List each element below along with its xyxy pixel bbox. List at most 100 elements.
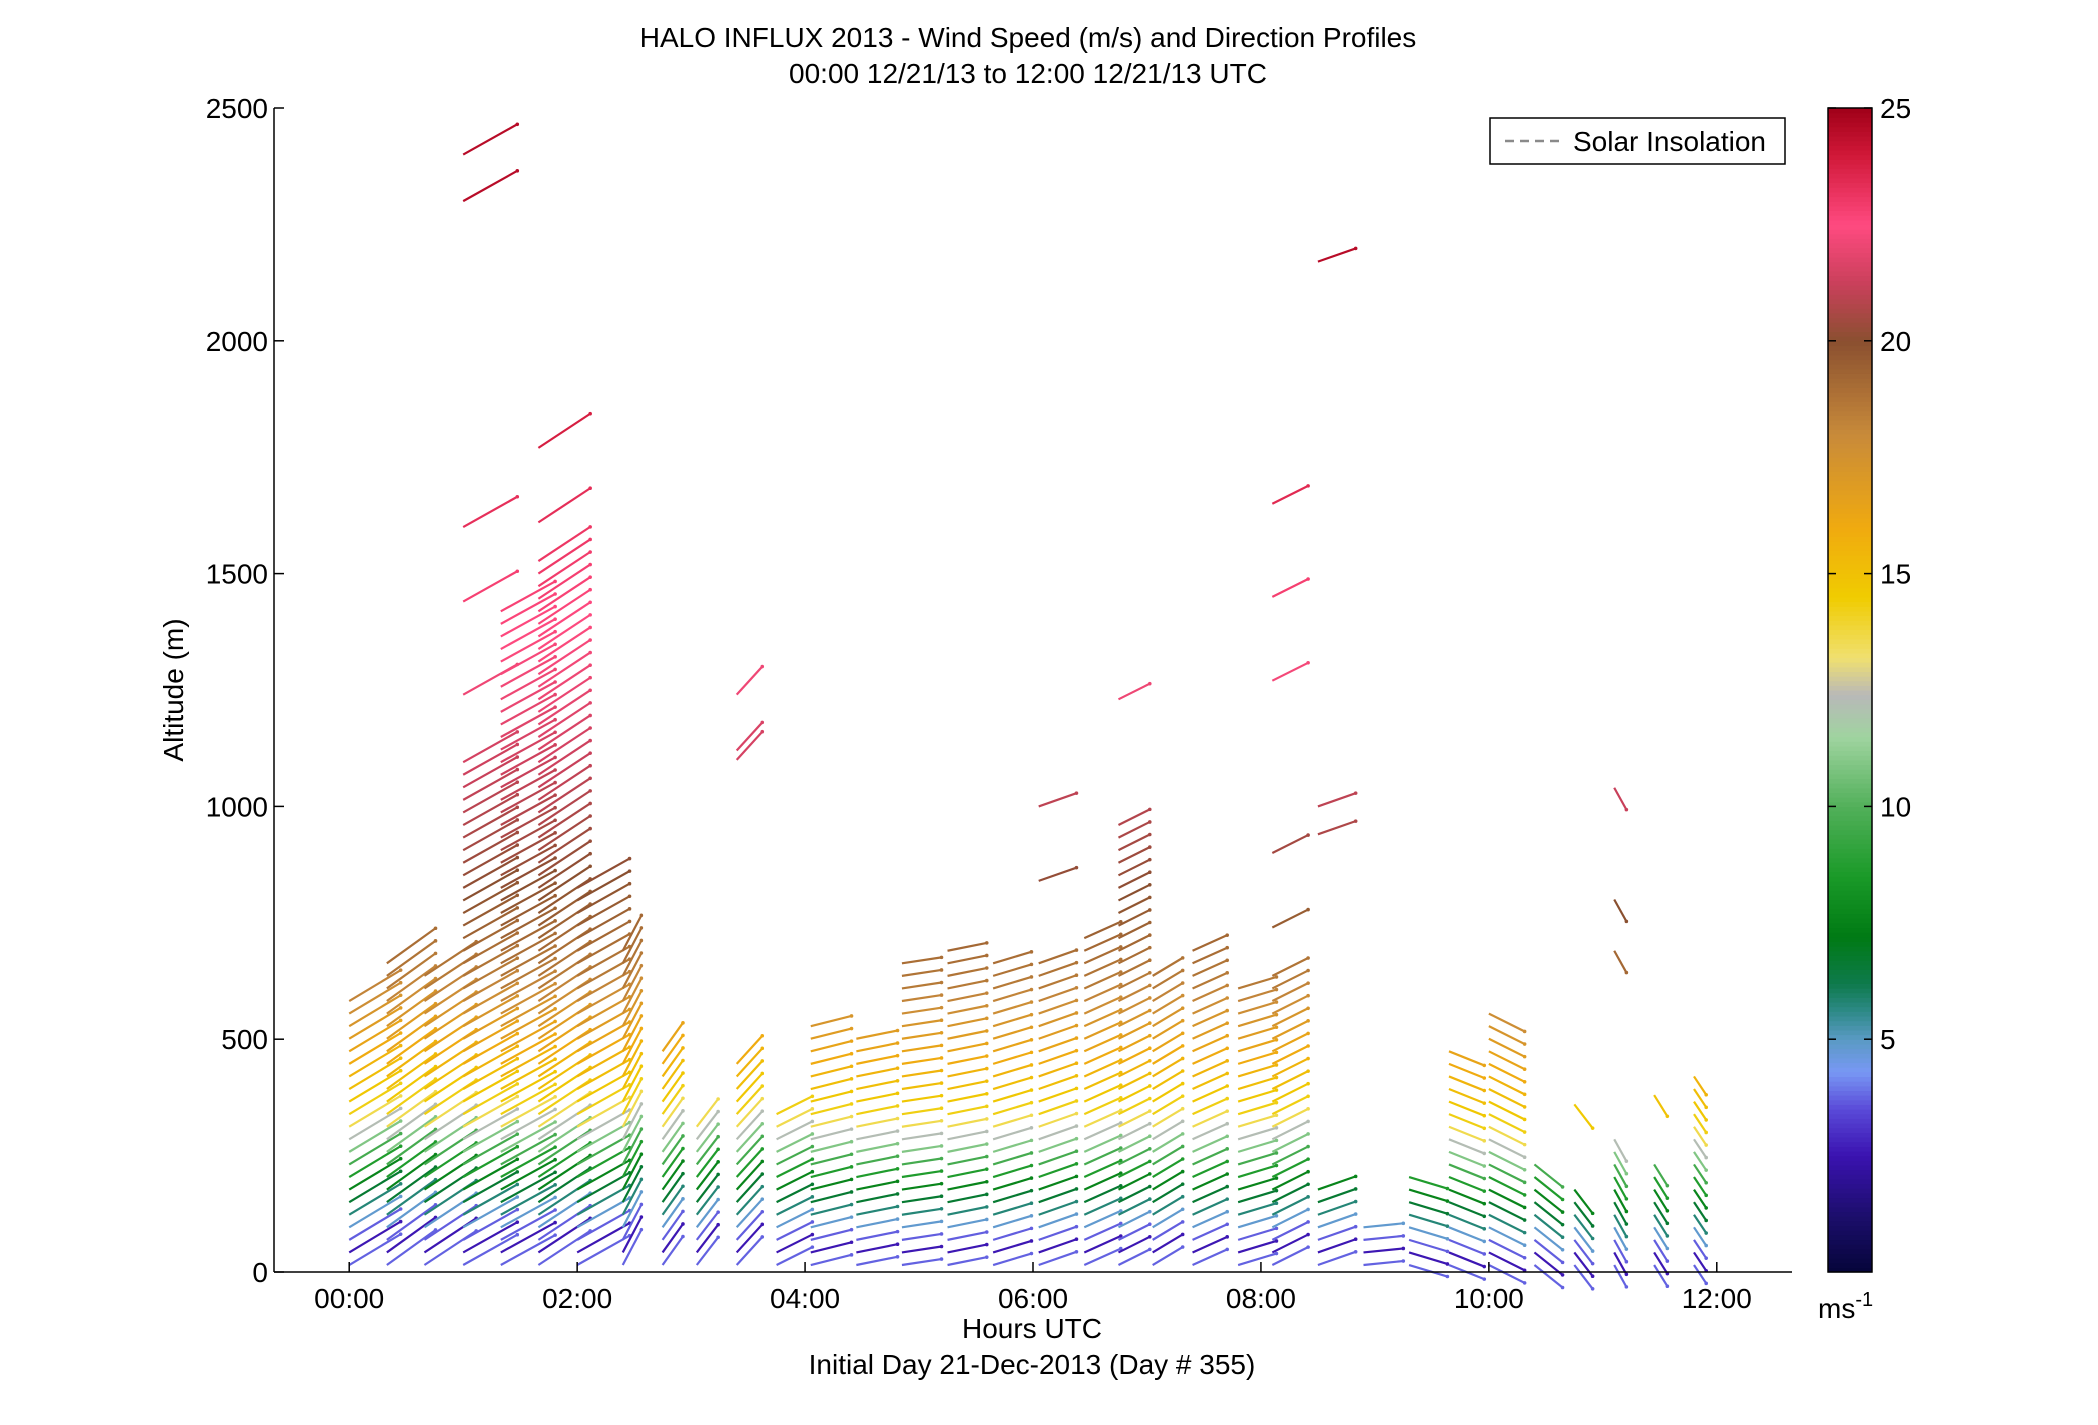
wind-barb: [500, 1146, 556, 1178]
colorbar-segment: [1828, 820, 1872, 826]
wind-barb-head: [1522, 1029, 1527, 1034]
wind-barb: [1693, 1113, 1708, 1134]
wind-barb-head: [681, 1197, 685, 1201]
wind-barb: [1237, 988, 1277, 1003]
wind-barb-head: [1665, 1246, 1670, 1251]
wind-barb-head: [553, 1032, 557, 1036]
wind-barb-head: [1522, 1155, 1527, 1159]
wind-barb-head: [939, 1219, 944, 1224]
wind-barb: [537, 714, 591, 751]
wind-barb-head: [515, 1220, 520, 1224]
colorbar-segment: [1828, 811, 1872, 817]
wind-barb: [776, 1107, 813, 1128]
wind-barb: [810, 1178, 852, 1191]
colorbar-segment: [1828, 852, 1872, 859]
wind-barb: [901, 993, 942, 1003]
wind-barb-head: [1147, 895, 1152, 900]
colorbar-segment: [1828, 121, 1872, 128]
wind-barb: [1083, 1184, 1122, 1204]
wind-barb-head: [1225, 1184, 1230, 1189]
wind-barb: [348, 1057, 402, 1090]
wind-barb: [947, 1180, 987, 1191]
wind-barb: [856, 1243, 898, 1254]
wind-barb: [947, 1029, 987, 1040]
wind-barb-head: [984, 1016, 989, 1021]
wind-barb-head: [1482, 1088, 1487, 1093]
wind-barb: [1038, 792, 1077, 808]
colorbar-segment: [1828, 592, 1872, 598]
wind-barb-head: [1522, 1054, 1527, 1059]
colorbar-segment: [1828, 936, 1872, 943]
wind-barb-head: [1147, 1033, 1152, 1038]
wind-barb: [1271, 982, 1309, 1003]
wind-barb-head: [1147, 1146, 1152, 1151]
colorbar-segment: [1828, 140, 1872, 146]
wind-barb: [500, 1133, 556, 1166]
wind-barb: [695, 1161, 720, 1191]
wind-barb: [1448, 1251, 1485, 1268]
wind-barb: [1083, 996, 1122, 1015]
wind-barb: [901, 1107, 942, 1116]
wind-barb-head: [1274, 975, 1279, 979]
wind-barb: [500, 718, 556, 751]
wind-barb-head: [1074, 1149, 1079, 1154]
wind-barb: [735, 1173, 764, 1203]
wind-barb-head: [1445, 1211, 1450, 1216]
wind-barb: [1152, 1095, 1184, 1116]
plot-background: [274, 108, 1792, 1272]
colorbar-segment: [1828, 750, 1872, 756]
colorbar-segment: [1828, 1095, 1872, 1101]
colorbar-segment: [1828, 112, 1872, 118]
wind-barb-head: [1522, 1042, 1527, 1046]
wind-barb: [1408, 1263, 1448, 1278]
colorbar-segment: [1828, 331, 1872, 337]
wind-barb: [386, 1090, 437, 1128]
wind-barb: [576, 1008, 631, 1040]
wind-barb: [1271, 1183, 1309, 1204]
colorbar-segment: [1828, 1141, 1872, 1147]
wind-barb-head: [1147, 1159, 1152, 1164]
wind-barb-head: [1118, 1246, 1123, 1251]
wind-barb-head: [1624, 1171, 1629, 1176]
wind-barb: [1237, 1252, 1277, 1267]
wind-barb-head: [1522, 1268, 1527, 1273]
wind-barb-head: [1029, 1012, 1034, 1017]
wind-barb: [1488, 1201, 1526, 1222]
colorbar-segment: [1828, 825, 1872, 831]
wind-barb-head: [849, 1089, 854, 1094]
wind-barb: [810, 1190, 852, 1204]
wind-barb: [695, 1186, 720, 1216]
wind-barb: [1192, 1147, 1228, 1166]
colorbar-segment: [1828, 424, 1872, 430]
wind-barb: [348, 1182, 402, 1216]
wind-barb: [1271, 1032, 1309, 1053]
wind-barb-head: [1074, 1124, 1079, 1128]
wind-barb: [1083, 1235, 1122, 1254]
wind-barb-head: [984, 1154, 989, 1159]
wind-barb-head: [1029, 962, 1034, 967]
wind-barb-head: [810, 1119, 815, 1124]
wind-barb: [695, 1198, 720, 1228]
wind-barb: [1117, 1223, 1151, 1241]
wind-barb-head: [810, 1220, 815, 1224]
colorbar-tick-label: 5: [1880, 1024, 1896, 1055]
wind-barb-head: [515, 956, 520, 960]
colorbar-segment: [1828, 461, 1872, 468]
wind-barb-head: [1590, 1249, 1595, 1253]
wind-barb: [462, 944, 518, 977]
wind-barb-head: [588, 625, 592, 630]
colorbar-segment: [1828, 159, 1872, 165]
wind-barb: [386, 939, 437, 977]
colorbar-segment: [1828, 1090, 1872, 1096]
colorbar-segment: [1828, 210, 1872, 216]
wind-barb: [348, 1069, 402, 1103]
wind-barb: [776, 1221, 813, 1241]
wind-barb: [992, 963, 1032, 977]
wind-barb: [386, 1203, 437, 1241]
legend: Solar Insolation: [1489, 117, 1786, 165]
wind-barb: [1653, 1251, 1669, 1275]
wind-barb: [947, 1230, 987, 1241]
wind-barb: [500, 1171, 556, 1204]
colorbar-tick-label: 10: [1880, 791, 1911, 822]
wind-barb-head: [433, 926, 438, 931]
